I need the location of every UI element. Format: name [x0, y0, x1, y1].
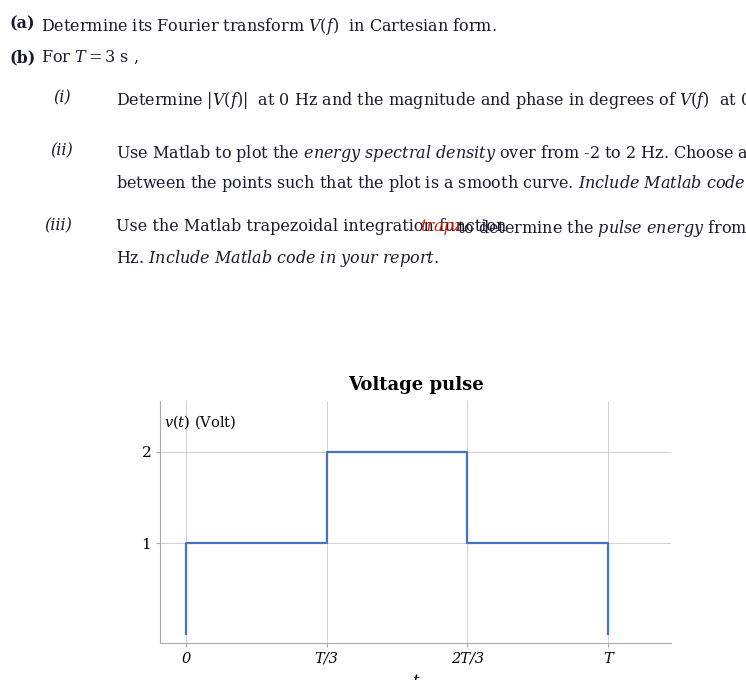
Text: Determine its Fourier transform $V(f)$  in Cartesian form.: Determine its Fourier transform $V(f)$ i… — [41, 16, 497, 37]
Text: to determine the $\mathit{pulse\ energy}$ from 0 to 2: to determine the $\mathit{pulse\ energy}… — [452, 218, 746, 239]
Text: Use Matlab to plot the $\mathit{energy\ spectral\ density}$ over from -2 to 2 Hz: Use Matlab to plot the $\mathit{energy\ … — [116, 143, 746, 164]
Text: Hz. $\mathit{Include\ Matlab\ code\ in\ your\ report.}$: Hz. $\mathit{Include\ Matlab\ code\ in\ … — [116, 248, 439, 269]
Text: $v(t)$ (Volt): $v(t)$ (Volt) — [164, 413, 236, 431]
X-axis label: $t$: $t$ — [412, 673, 420, 680]
Text: trapz: trapz — [421, 218, 463, 235]
Text: For $T = 3$ s ,: For $T = 3$ s , — [41, 49, 139, 67]
Text: (a): (a) — [10, 16, 35, 33]
Text: (b): (b) — [10, 49, 36, 66]
Text: between the points such that the plot is a smooth curve. $\mathit{Include\ Matla: between the points such that the plot is… — [116, 173, 746, 194]
Title: Voltage pulse: Voltage pulse — [348, 376, 483, 394]
Text: (i): (i) — [54, 90, 72, 107]
Text: (iii): (iii) — [45, 218, 72, 235]
Text: (ii): (ii) — [50, 143, 72, 160]
Text: Determine $|V(f)|$  at 0 Hz and the magnitude and phase in degrees of $V(f)$  at: Determine $|V(f)|$ at 0 Hz and the magni… — [116, 90, 746, 111]
Text: Use the Matlab trapezoidal integration function: Use the Matlab trapezoidal integration f… — [116, 218, 511, 235]
